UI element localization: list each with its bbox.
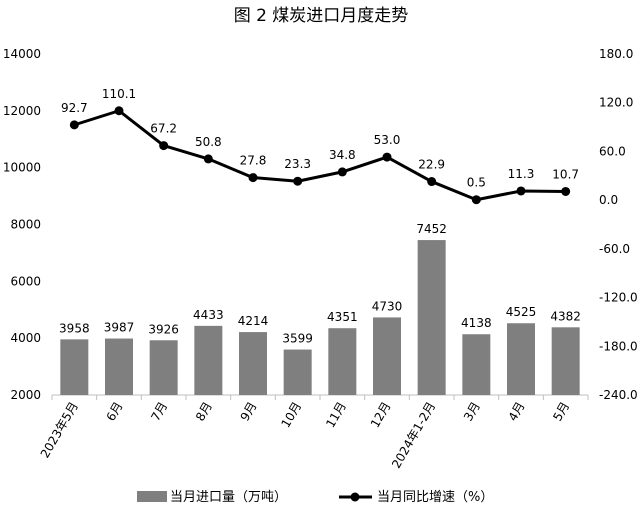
y-right-tick-label: -180.0 (599, 339, 638, 353)
line-data-label: 23.3 (284, 157, 311, 171)
bar (551, 327, 580, 395)
bar (283, 349, 312, 395)
line-data-label: 92.7 (61, 101, 88, 115)
x-category-label: 2024年1-2月 (389, 400, 438, 471)
line-data-label: 67.2 (150, 122, 177, 136)
x-category-label: 3月 (461, 400, 483, 424)
x-category-label: 4月 (506, 400, 528, 424)
line-data-label: 27.8 (240, 154, 267, 168)
bar-data-label: 4138 (461, 316, 492, 330)
y-left-tick-label: 8000 (10, 218, 41, 232)
line-data-label: 11.3 (508, 167, 535, 181)
bar (60, 339, 89, 395)
line-data-label: 22.9 (418, 158, 445, 172)
bar (373, 317, 401, 395)
y-left-tick-label: 2000 (10, 388, 41, 402)
y-left-tick-label: 10000 (3, 161, 41, 175)
line-data-label: 34.8 (329, 148, 356, 162)
legend-label-line: 当月同比增速（%） (377, 490, 493, 505)
y-left-tick-label: 6000 (10, 274, 41, 288)
line-path (73, 109, 566, 202)
line-point (203, 154, 213, 164)
bar (328, 328, 357, 395)
y-right-tick-label: 120.0 (599, 96, 633, 110)
line-point (427, 177, 437, 187)
line-data-label: 50.8 (195, 135, 222, 149)
chart-title: 图 2 煤炭进口月度走势 (234, 6, 409, 26)
line-point (114, 106, 124, 116)
bar-series (60, 240, 580, 395)
x-category-label: 10月 (278, 400, 304, 431)
y-right-tick-label: 0.0 (599, 193, 618, 207)
bar-data-label: 3926 (148, 322, 179, 336)
x-category-label: 5月 (550, 400, 572, 424)
line-point (159, 141, 169, 151)
line-point (248, 173, 258, 183)
y-left-tick-label: 4000 (10, 331, 41, 345)
x-category-label: 8月 (193, 400, 215, 424)
line-point (382, 152, 392, 162)
bar (105, 338, 133, 395)
line-point (337, 167, 347, 177)
bar (507, 323, 535, 395)
bar-data-label: 3987 (104, 321, 135, 335)
bar-data-label: 3958 (59, 321, 90, 335)
y-right-tick-label: 180.0 (599, 47, 633, 61)
bar (149, 340, 178, 395)
line-point (516, 186, 526, 196)
x-category-label: 11月 (323, 400, 349, 431)
line-point (69, 120, 79, 130)
bar-data-label: 4525 (506, 305, 537, 319)
y-right-tick-label: -120.0 (599, 291, 638, 305)
line-data-label: 53.0 (374, 133, 401, 147)
bar-data-label: 4730 (372, 299, 403, 313)
legend-swatch-bar (137, 491, 167, 502)
x-category-label: 2023年5月 (38, 400, 81, 461)
y-left-tick-label: 14000 (3, 47, 41, 61)
line-point (471, 195, 481, 205)
bar-data-label: 4351 (327, 310, 358, 324)
x-category-label: 12月 (368, 400, 394, 431)
legend-swatch-point (350, 492, 360, 502)
y-right-tick-label: 60.0 (599, 144, 626, 158)
x-category-label: 6月 (104, 400, 126, 424)
bar (239, 332, 267, 395)
bar-data-label: 3599 (282, 332, 313, 346)
y-left-tick-label: 12000 (3, 104, 41, 118)
y-right-tick-label: -60.0 (599, 242, 630, 256)
data-labels: 3958 3987 3926 4433 4214 3599 4351 4730 7452 4138… (59, 87, 581, 346)
line-data-label: 110.1 (102, 87, 136, 101)
line-data-label: 0.5 (467, 176, 486, 190)
y-right-tick-label: -240.0 (599, 388, 638, 402)
bar (194, 325, 223, 395)
line-data-label: 10.7 (552, 167, 579, 181)
x-category-label: 7月 (148, 400, 170, 424)
legend-label-bar: 当月进口量（万吨） (170, 490, 287, 505)
bar (417, 240, 446, 395)
x-category-label: 9月 (238, 400, 260, 424)
axes: 2000 4000 6000 8000 10000 12000 14000 -240.0 -18… (3, 47, 638, 471)
bar-data-label: 4382 (550, 309, 581, 323)
legend: 当月进口量（万吨） 当月同比增速（%） (137, 490, 493, 505)
bar-data-label: 4214 (238, 314, 269, 328)
line-series (69, 106, 571, 205)
line-point (561, 186, 571, 196)
line-point (293, 176, 303, 186)
bar-data-label: 7452 (416, 222, 447, 236)
bar (462, 334, 491, 395)
bar-data-label: 4433 (193, 308, 224, 322)
